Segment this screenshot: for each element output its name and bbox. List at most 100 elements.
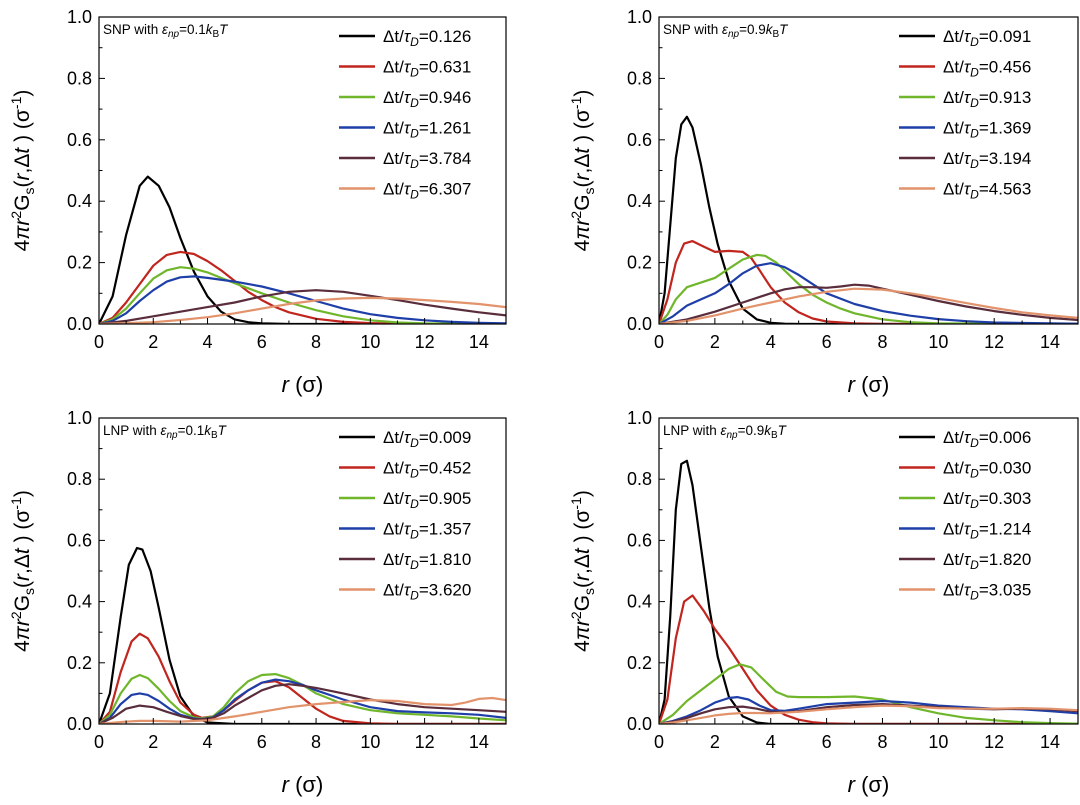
series-line-5 <box>99 289 506 324</box>
x-axis-label: r (σ) <box>848 372 890 397</box>
x-tick-label: 14 <box>469 732 489 752</box>
series-line-4 <box>659 696 1078 724</box>
panel-annotation: LNP with εnp=0.1kBT <box>103 423 228 441</box>
legend-label: Δt/τD=1.810 <box>383 550 471 572</box>
legend-entry-3: Δt/τD=0.913 <box>899 88 1031 110</box>
legend-label: Δt/τD=1.357 <box>383 520 471 542</box>
y-tick-label: 1.0 <box>67 408 92 428</box>
series-line-1 <box>659 115 1078 324</box>
legend-entry-2: Δt/τD=0.452 <box>339 459 471 481</box>
y-tick-label: 1.0 <box>627 7 652 27</box>
legend-entry-5: Δt/τD=1.810 <box>339 550 471 572</box>
x-tick-label: 2 <box>710 332 720 352</box>
legend-label: Δt/τD=4.563 <box>943 180 1031 202</box>
y-tick-label: 0.4 <box>67 191 92 211</box>
legend-label: Δt/τD=3.035 <box>943 581 1031 603</box>
series-line-4 <box>659 262 1078 324</box>
series-line-3 <box>659 253 1078 324</box>
y-tick-label: 0.2 <box>67 653 92 673</box>
legend-label: Δt/τD=0.631 <box>383 58 471 80</box>
legend-entry-6: Δt/τD=3.620 <box>339 581 471 603</box>
y-tick-label: 0.8 <box>67 469 92 489</box>
legend-entry-1: Δt/τD=0.009 <box>339 428 471 450</box>
chart-panel-2: 0 2 4 6 8 10 12 14 0.0 0.2 0.4 0.6 0.8 1.0 r (σ) 4πr2Gs… <box>568 7 1079 397</box>
series-line-3 <box>99 673 506 724</box>
panel-annotation: SNP with εnp=0.1kBT <box>103 22 229 40</box>
y-tick-label: 0.0 <box>67 714 92 734</box>
x-tick-label: 2 <box>148 332 158 352</box>
legend-label: Δt/τD=0.905 <box>383 489 471 511</box>
x-tick-label: 6 <box>822 732 832 752</box>
x-tick-label: 14 <box>1040 332 1060 352</box>
x-axis-label: r (σ) <box>282 772 324 797</box>
legend-label: Δt/τD=0.006 <box>943 428 1031 450</box>
x-tick-label: 0 <box>654 332 664 352</box>
x-tick-label: 10 <box>360 332 380 352</box>
x-tick-label: 0 <box>94 332 104 352</box>
series-line-2 <box>99 250 506 324</box>
y-tick-label: 0.6 <box>627 130 652 150</box>
legend-entry-4: Δt/τD=1.214 <box>899 520 1031 542</box>
legend-entry-5: Δt/τD=3.784 <box>339 149 471 171</box>
x-tick-label: 8 <box>877 732 887 752</box>
legend-entry-1: Δt/τD=0.006 <box>899 428 1031 450</box>
legend-entry-6: Δt/τD=4.563 <box>899 180 1031 202</box>
legend-label: Δt/τD=3.784 <box>383 149 471 171</box>
x-tick-label: 8 <box>877 332 887 352</box>
x-tick-label: 8 <box>311 732 321 752</box>
y-axis-label: 4πr2Gs(r,Δt ) (σ-1) <box>568 490 597 652</box>
x-tick-label: 8 <box>311 332 321 352</box>
x-tick-label: 2 <box>710 732 720 752</box>
y-tick-label: 0.8 <box>627 68 652 88</box>
chart-panel-4: 0 2 4 6 8 10 12 14 0.0 0.2 0.4 0.6 0.8 1.0 r (σ) 4πr2Gs… <box>568 408 1079 797</box>
legend-entry-4: Δt/τD=1.261 <box>339 119 471 141</box>
legend-label: Δt/τD=0.303 <box>943 489 1031 511</box>
legend-label: Δt/τD=3.620 <box>383 581 471 603</box>
legend-label: Δt/τD=0.009 <box>383 428 471 450</box>
y-tick-label: 0.4 <box>67 592 92 612</box>
y-tick-label: 0.8 <box>627 469 652 489</box>
legend-label: Δt/τD=1.369 <box>943 119 1031 141</box>
series-line-5 <box>659 283 1078 324</box>
chart-panel-1: 0 2 4 6 8 10 12 14 0.0 0.2 0.4 0.6 0.8 1.0 r (σ) 4πr2Gs… <box>8 7 507 397</box>
legend-entry-2: Δt/τD=0.030 <box>899 459 1031 481</box>
legend-label: Δt/τD=1.261 <box>383 119 471 141</box>
y-tick-label: 1.0 <box>627 408 652 428</box>
y-axis-label: 4πr2Gs(r,Δt ) (σ-1) <box>568 90 597 252</box>
x-tick-label: 0 <box>654 732 664 752</box>
y-tick-label: 0.0 <box>67 314 92 334</box>
y-tick-label: 0.6 <box>627 530 652 550</box>
legend-label: Δt/τD=0.030 <box>943 459 1031 481</box>
x-tick-label: 12 <box>984 732 1004 752</box>
legend-entry-5: Δt/τD=1.820 <box>899 550 1031 572</box>
x-tick-label: 14 <box>469 332 489 352</box>
series-line-1 <box>99 175 506 324</box>
x-tick-label: 4 <box>203 732 213 752</box>
x-tick-label: 10 <box>928 732 948 752</box>
x-tick-label: 12 <box>415 732 435 752</box>
x-tick-label: 4 <box>203 332 213 352</box>
y-tick-label: 0.0 <box>627 314 652 334</box>
legend-entry-2: Δt/τD=0.456 <box>899 58 1031 80</box>
legend-label: Δt/τD=0.456 <box>943 58 1031 80</box>
legend-label: Δt/τD=0.946 <box>383 88 471 110</box>
legend-entry-5: Δt/τD=3.194 <box>899 149 1031 171</box>
series-line-3 <box>659 663 1078 724</box>
panel-annotation: SNP with εnp=0.9kBT <box>663 22 789 40</box>
y-axis-label: 4πr2Gs(r,Δt ) (σ-1) <box>8 490 37 652</box>
legend-entry-2: Δt/τD=0.631 <box>339 58 471 80</box>
x-tick-label: 10 <box>928 332 948 352</box>
y-tick-label: 0.6 <box>67 130 92 150</box>
x-tick-label: 6 <box>257 732 267 752</box>
x-tick-label: 12 <box>415 332 435 352</box>
x-tick-label: 6 <box>822 332 832 352</box>
legend-label: Δt/τD=3.194 <box>943 149 1031 171</box>
series-line-6 <box>99 296 506 324</box>
legend-entry-6: Δt/τD=3.035 <box>899 581 1031 603</box>
series-line-5 <box>99 683 506 724</box>
legend-label: Δt/τD=1.214 <box>943 520 1031 542</box>
chart-panel-3: 0 2 4 6 8 10 12 14 0.0 0.2 0.4 0.6 0.8 1.0 r (σ) 4πr2Gs… <box>8 408 507 797</box>
x-axis-label: r (σ) <box>282 372 324 397</box>
legend-entry-6: Δt/τD=6.307 <box>339 180 471 202</box>
